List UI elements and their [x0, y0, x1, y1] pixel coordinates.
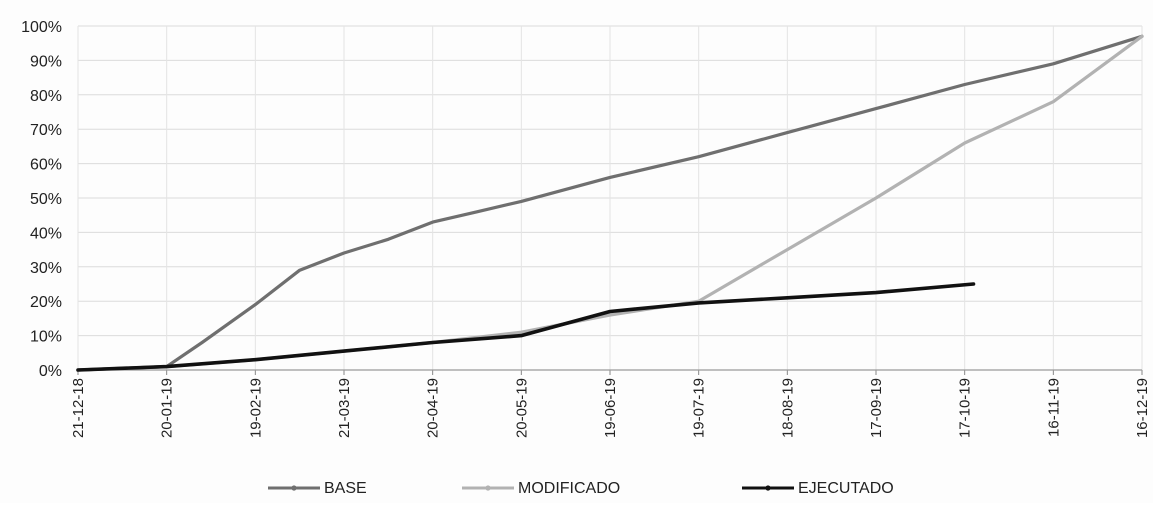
x-tick-label: 21-12-18: [70, 378, 87, 438]
legend-marker-modificado: [485, 485, 491, 491]
x-tick-label: 20-05-19: [513, 378, 530, 438]
y-tick-label: 80%: [30, 88, 62, 105]
grid: [77, 25, 1143, 371]
x-tick-label: 19-02-19: [247, 378, 264, 438]
axes: 0% 10% 20% 30% 40% 50% 60% 70% 80% 90% 100% 21-12-1…: [21, 19, 1151, 438]
legend-label-base: BASE: [324, 480, 367, 497]
base-line: [76, 34, 1144, 372]
y-tick-label: 40%: [30, 225, 62, 242]
x-tick-label: 21-03-19: [336, 378, 353, 438]
y-tick-label: 20%: [30, 294, 62, 311]
legend-label-ejecutado: EJECUTADO: [798, 480, 894, 497]
legend-marker-ejecutado: [765, 485, 771, 491]
x-tick-label: 16-12-19: [1134, 378, 1151, 438]
y-tick-label: 60%: [30, 157, 62, 174]
x-tick-label: 17-09-19: [868, 378, 885, 438]
x-tick-label: 16-11-19: [1045, 378, 1062, 437]
series-lines: [76, 34, 1144, 372]
x-tick-label: 19-06-19: [602, 378, 619, 438]
y-tick-label: 10%: [30, 329, 62, 346]
y-tick-label: 70%: [30, 122, 62, 139]
legend-marker-base: [291, 485, 297, 491]
x-tick-label: 20-04-19: [425, 378, 442, 438]
x-tick-label: 20-01-19: [159, 378, 176, 438]
legend: BASE MODIFICADO EJECUTADO: [268, 480, 894, 497]
y-tick-label: 0%: [39, 363, 62, 380]
y-tick-label: 30%: [30, 260, 62, 277]
x-tick-label: 19-07-19: [691, 378, 708, 438]
x-tick-label: 17-10-19: [957, 378, 974, 438]
legend-label-modificado: MODIFICADO: [518, 480, 620, 497]
y-tick-label: 100%: [21, 19, 62, 36]
y-tick-label: 50%: [30, 191, 62, 208]
ejecutado-line: [76, 282, 976, 372]
x-tick-label: 18-08-19: [779, 378, 796, 438]
y-tick-label: 90%: [30, 53, 62, 70]
